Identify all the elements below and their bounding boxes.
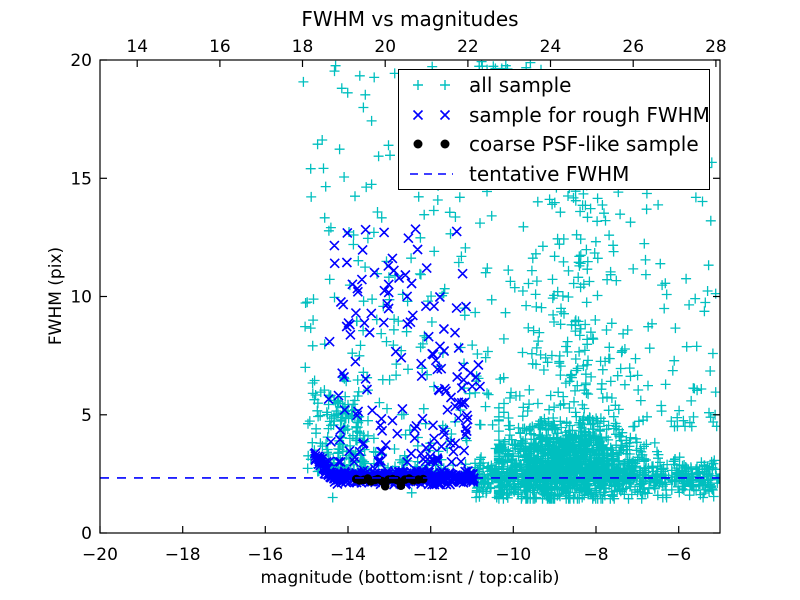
- x-tick-label-top: 22: [457, 37, 479, 57]
- x-axis-label: magnitude (bottom:isnt / top:calib): [260, 568, 560, 588]
- legend: all sample sample for rough FWHM coarse PS…: [398, 69, 710, 190]
- legend-marker-plus-icon: [413, 79, 450, 90]
- x-tick-label-top: 20: [374, 37, 396, 57]
- x-tick-label-bottom: −12: [413, 545, 449, 565]
- legend-entry-3: tentative FWHM: [399, 159, 709, 189]
- legend-label: coarse PSF-like sample: [469, 132, 699, 157]
- x-tick-label-bottom: −20: [82, 545, 118, 565]
- x-tick-label-top: 16: [209, 37, 231, 57]
- y-tick-label: 20: [70, 51, 92, 71]
- x-tick-label-bottom: −18: [165, 545, 201, 565]
- x-tick-label-bottom: −10: [495, 545, 531, 565]
- legend-entry-0: all sample: [399, 70, 709, 100]
- x-tick-label-bottom: −6: [666, 545, 691, 565]
- x-tick-label-top: 18: [292, 37, 314, 57]
- tick-labels: −20 −18 −16 −14 −12 −10 −8 −6 14 16 18 20 22 24 26 28 0 5…: [70, 37, 726, 565]
- legend-marker-dashed-line-icon: [410, 173, 453, 175]
- y-tick-label: 15: [70, 169, 92, 189]
- y-tick-label: 10: [70, 288, 92, 308]
- y-axis-label: FWHM (pix): [46, 246, 66, 346]
- x-tick-label-top: 28: [705, 37, 727, 57]
- series-sample-for-rough-fwhm: [309, 224, 486, 490]
- legend-label: tentative FWHM: [469, 162, 630, 187]
- y-tick-label: 5: [81, 406, 92, 426]
- x-tick-label-top: 14: [126, 37, 148, 57]
- x-tick-label-bottom: −8: [583, 545, 608, 565]
- series-coarse-psf-like-sample: [352, 474, 428, 491]
- series-all-sample: [298, 60, 720, 504]
- legend-marker-dot-icon: [413, 139, 450, 149]
- legend-entry-1: sample for rough FWHM: [399, 100, 710, 130]
- data-layer: [100, 60, 720, 504]
- chart-title: FWHM vs magnitudes: [301, 7, 519, 31]
- legend-label: sample for rough FWHM: [469, 102, 710, 127]
- y-tick-label: 0: [81, 524, 92, 544]
- legend-marker-cross-icon: [412, 109, 451, 120]
- x-tick-label-top: 24: [540, 37, 562, 57]
- x-tick-label-bottom: −14: [330, 545, 366, 565]
- x-tick-label-top: 26: [622, 37, 644, 57]
- x-tick-label-bottom: −16: [247, 545, 283, 565]
- legend-entry-2: coarse PSF-like sample: [399, 130, 709, 160]
- legend-label: all sample: [469, 72, 572, 97]
- tick-marks: [99, 59, 720, 534]
